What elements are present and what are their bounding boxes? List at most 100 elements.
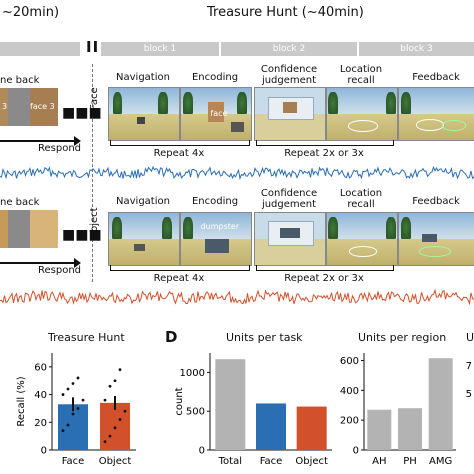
bar-ph xyxy=(398,408,422,450)
bar-amg xyxy=(428,358,453,450)
chart-units-region: 0 200 400 600 AH PH AMG xyxy=(340,353,456,467)
panel-title-feedback-object: Feedback xyxy=(412,196,460,207)
y-axis-label: Recall (%) xyxy=(16,376,27,426)
block-1-bar: block 1 xyxy=(101,42,219,56)
chart-title-partial: U xyxy=(466,331,474,344)
game-screen-confidence-object xyxy=(254,212,326,266)
chart-partial: 75 xyxy=(466,361,472,400)
subject-point xyxy=(71,382,75,385)
timeline-bar-left xyxy=(0,42,80,56)
chart-title-recall: Treasure Hunt xyxy=(48,331,125,344)
game-screen-feedback-object xyxy=(398,212,474,266)
encoding-sign-face: face xyxy=(210,108,228,118)
subject-point xyxy=(71,412,75,416)
oneback-cards-object xyxy=(0,210,58,248)
card-1-object xyxy=(0,210,8,248)
y-tick-label: 400 xyxy=(340,386,359,397)
signal-trace-object xyxy=(0,288,474,306)
card-2-object xyxy=(8,210,30,248)
repeat23-label-face: Repeat 2x or 3x xyxy=(284,148,364,159)
subject-point xyxy=(113,379,117,383)
y-axis-label: count xyxy=(174,387,185,415)
subject-point xyxy=(108,434,112,438)
subject-point xyxy=(103,398,107,402)
respond-label-face: Respond xyxy=(38,143,82,154)
bar-object xyxy=(296,406,327,450)
x-tick-label: Total xyxy=(218,456,242,467)
ellipsis-face: ■■■ xyxy=(62,105,102,121)
subject-point xyxy=(66,387,70,391)
side-label-face: Face xyxy=(89,87,100,110)
subject-point xyxy=(123,409,127,413)
session-title-right: Treasure Hunt (~40min) xyxy=(207,5,364,20)
panel-title-confidence-face: Confidence judgement xyxy=(260,64,318,86)
subject-point xyxy=(61,393,65,396)
oneback-label-object: ne back xyxy=(0,197,40,208)
game-screen-location-object xyxy=(326,212,398,266)
subject-point xyxy=(76,407,80,410)
ellipsis-object: ■■■ xyxy=(62,227,102,243)
oneback-cards-face: 3 face 3 xyxy=(0,88,58,126)
y-tick-label: 1000 xyxy=(180,368,205,379)
dashed-separator xyxy=(92,64,93,282)
y-tick-label: 0 xyxy=(353,446,359,457)
subject-point xyxy=(108,384,112,388)
chart-units-task: 0 500 1000 Total Face Object count xyxy=(174,353,332,467)
game-screen-feedback-face xyxy=(398,87,474,141)
x-tick-label: Face xyxy=(260,456,283,467)
repeat4-label-face: Repeat 4x xyxy=(153,148,205,159)
subject-point xyxy=(103,440,107,444)
subject-point xyxy=(61,429,65,432)
y-tick-label: 40 xyxy=(34,390,47,401)
chart-title-units-region: Units per region xyxy=(358,331,447,344)
panel-title-location-face: Location recall xyxy=(339,64,383,86)
card-2-label: 3 xyxy=(2,102,8,111)
respond-label-object: Respond xyxy=(38,265,82,276)
bracket-repeat23-face xyxy=(256,140,394,146)
card-1 xyxy=(0,88,8,126)
panel-title-navigation-face: Navigation xyxy=(116,72,170,83)
repeat23-label-object: Repeat 2x or 3x xyxy=(284,273,364,284)
pause-marker: II xyxy=(86,38,100,56)
bar-face xyxy=(58,404,88,450)
bar-ah xyxy=(367,409,392,450)
panel-title-encoding-object: Encoding xyxy=(191,196,239,207)
subject-point xyxy=(76,376,80,380)
game-screen-navigation-face xyxy=(108,87,180,141)
subject-point xyxy=(66,423,70,427)
respond-arrow-object xyxy=(0,262,76,264)
repeat4-label-object: Repeat 4x xyxy=(153,273,205,284)
card-3-object xyxy=(30,210,58,248)
game-screen-encoding-face: face xyxy=(180,87,252,141)
subject-point xyxy=(113,426,117,430)
chart-title-units-task: Units per task xyxy=(226,331,303,344)
panel-title-confidence-object: Confidence judgement xyxy=(260,188,318,210)
y-tick-label: 600 xyxy=(340,356,359,367)
x-tick-label: Object xyxy=(295,456,328,467)
x-tick-label: Face xyxy=(62,456,85,467)
game-screen-encoding-object: dumpster xyxy=(180,212,252,266)
block-3-bar: block 3 xyxy=(359,42,474,56)
respond-arrowhead-object xyxy=(74,258,81,268)
bracket-repeat4-object xyxy=(110,265,250,271)
y-tick-label: 0 xyxy=(199,446,205,457)
bracket-repeat23-object xyxy=(256,265,394,271)
y-tick-label: 60 xyxy=(34,362,47,373)
game-screen-navigation-object xyxy=(108,212,180,266)
partial-tick-label: 7 xyxy=(466,361,472,372)
bracket-repeat4-face xyxy=(110,140,250,146)
panel-title-feedback-face: Feedback xyxy=(412,72,460,83)
y-tick-label: 20 xyxy=(34,418,47,429)
panel-title-encoding-face: Encoding xyxy=(191,72,239,83)
panel-title-navigation-object: Navigation xyxy=(116,196,170,207)
side-label-object: Object xyxy=(89,207,100,240)
x-tick-label: AMG xyxy=(429,456,452,467)
x-tick-label: Object xyxy=(99,456,132,467)
respond-arrow-face xyxy=(0,140,76,142)
chart-recall: 0 20 40 60 Face Object Recall (%) xyxy=(16,353,136,467)
respond-arrowhead-face xyxy=(74,136,81,146)
signal-trace-face xyxy=(0,165,474,181)
encoding-sign-object: dumpster xyxy=(200,222,240,232)
x-tick-label: AH xyxy=(372,456,386,467)
session-title-left: ~20min) xyxy=(2,5,60,20)
